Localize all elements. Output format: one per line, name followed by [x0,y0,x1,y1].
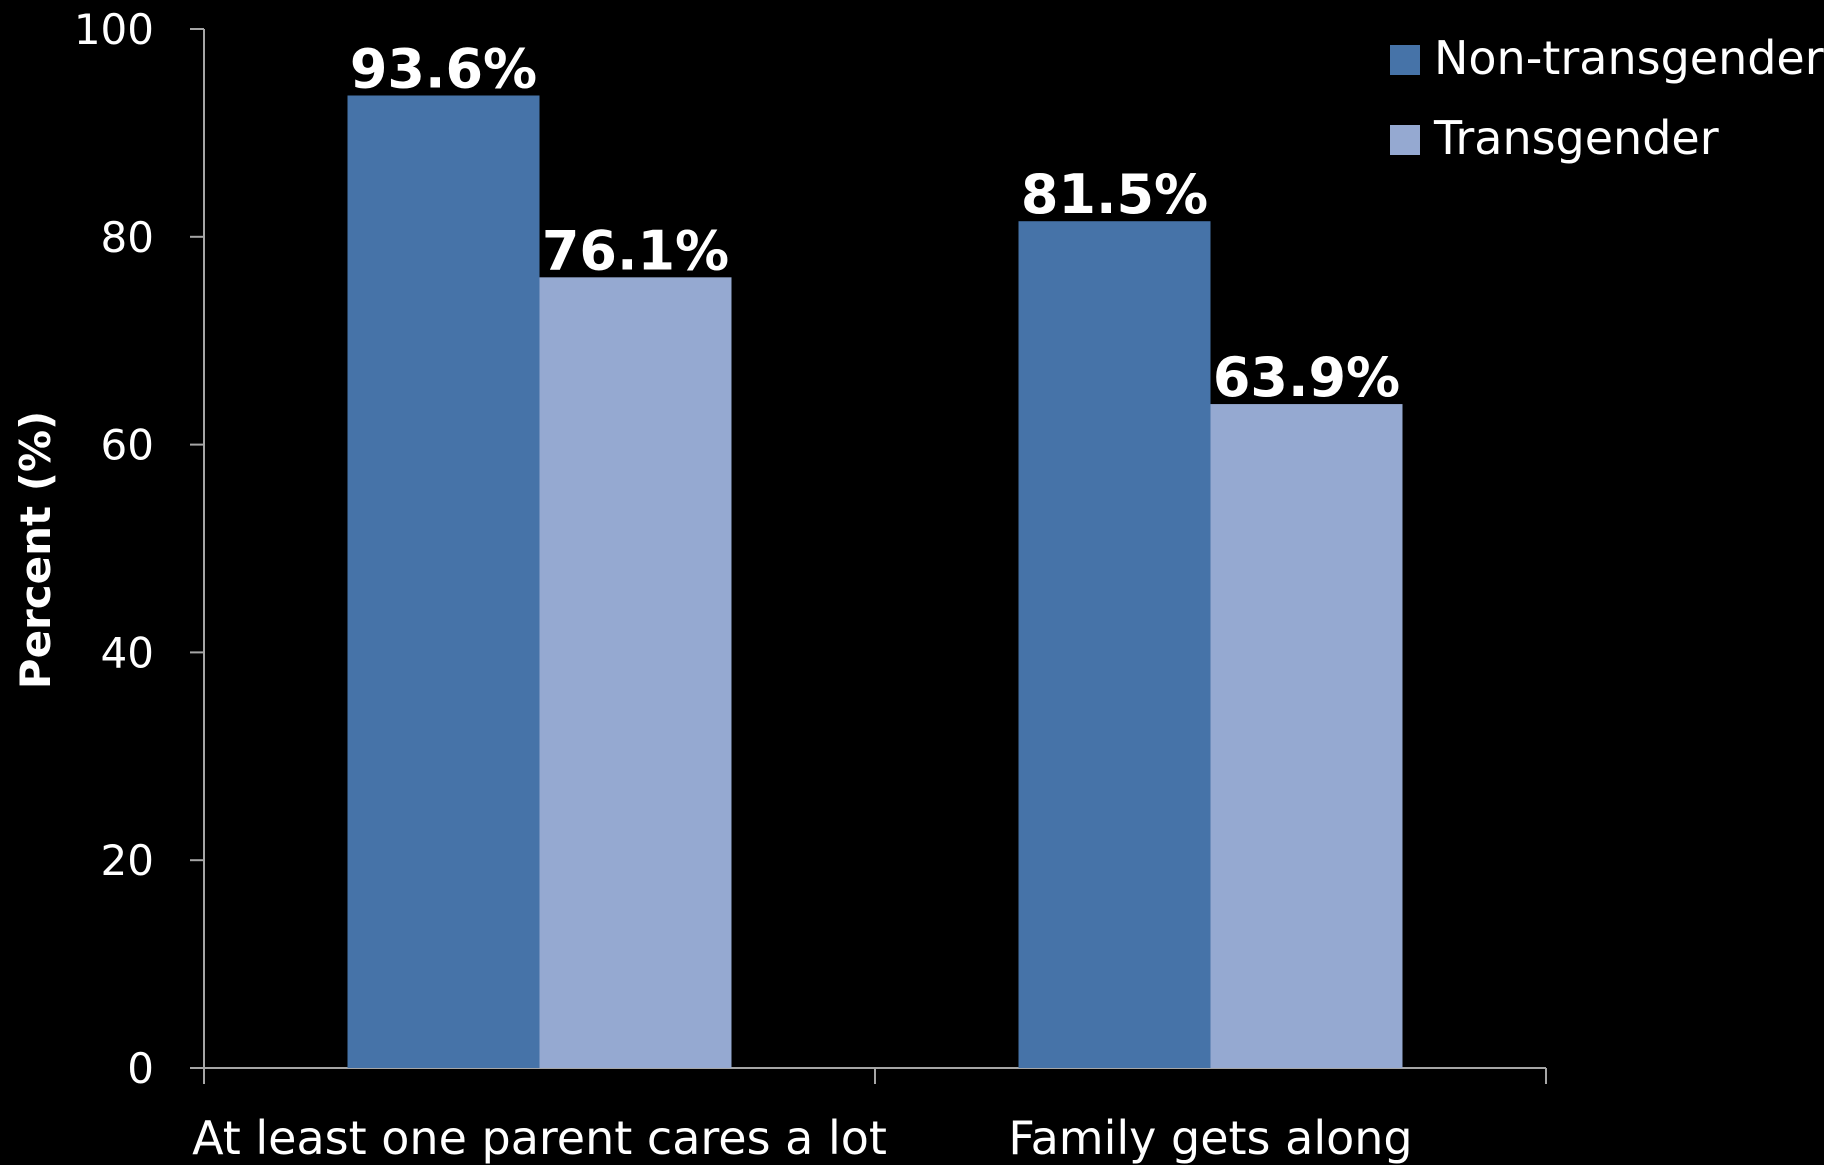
legend-swatch [1390,45,1420,75]
y-tick-label: 100 [74,5,154,54]
x-category-label: Family gets along [1008,1111,1412,1165]
bar-value-label: 81.5% [1021,163,1208,226]
y-tick-label: 20 [101,836,154,885]
bar-value-label: 93.6% [350,37,537,100]
y-tick-label: 0 [127,1044,154,1093]
bar-value-label: 76.1% [542,219,729,282]
bar [539,277,732,1068]
y-tick-label: 60 [101,421,154,470]
axes: 0 20 40 60 80 100 At least one parent cares a … [74,5,1547,1165]
x-category-label: At least one parent cares a lot [192,1111,887,1165]
legend-label: Non-transgender [1434,31,1824,85]
data-labels: 93.6% 76.1% 81.5% 63.9% [350,37,1400,409]
legend-swatch [1390,125,1420,155]
legend-label: Transgender [1433,111,1719,165]
bar-value-label: 63.9% [1213,346,1400,409]
bar [1210,404,1403,1069]
bars [347,95,1403,1069]
bar [347,95,540,1069]
y-axis-title: Percent (%) [11,411,60,689]
y-tick-label: 40 [101,628,154,677]
y-tick-label: 80 [101,213,154,262]
legend: Non-transgender Transgender [1390,31,1824,165]
bar [1018,221,1211,1069]
